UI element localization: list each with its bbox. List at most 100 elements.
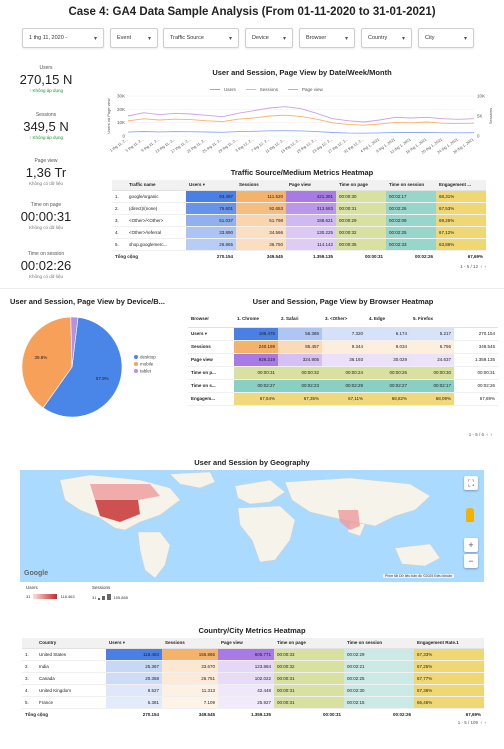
zoom-out-button[interactable]: − <box>464 554 478 568</box>
fullscreen-icon[interactable]: ⛶ <box>464 476 478 490</box>
section-divider <box>0 288 504 289</box>
pie-slice-tablet <box>70 316 79 368</box>
column-header[interactable]: Sessions <box>162 638 218 649</box>
filter-dropdown-1[interactable]: 1 thg 11, 2020 - ▾ <box>22 28 104 48</box>
column-header[interactable]: Time on page <box>274 638 344 649</box>
column-header[interactable]: Engagement Rate.1 <box>414 638 484 649</box>
table-cell: 5.217 <box>410 327 454 341</box>
scorecard-value: 270,15 N <box>19 72 73 87</box>
table-cell: Time on s... <box>188 379 234 393</box>
table-cell: 349.545 <box>454 340 498 354</box>
column-header[interactable]: Traffic name <box>126 180 186 191</box>
table-cell: 00:02:17 <box>386 190 436 203</box>
map-legend-sessions-label: Sessions <box>92 585 111 590</box>
map-landmass <box>234 479 286 505</box>
column-header[interactable]: Time on session <box>344 638 414 649</box>
column-header[interactable] <box>112 180 126 191</box>
table-cell: 00:00:24 <box>322 366 366 380</box>
browser-heatmap-pager[interactable]: 1 - 5 / 6 ‹ › <box>468 432 492 437</box>
table-cell: 1. <box>112 190 126 203</box>
filter-dropdown-5[interactable]: Browser ▾ <box>299 28 355 48</box>
table-cell: 33.890 <box>186 226 236 239</box>
table-row: Sessions 240.198 85.457 9.344 8.034 6.756 349.… <box>188 340 498 354</box>
table-cell: 111.520 <box>236 190 286 203</box>
column-header[interactable]: Users ▾ <box>186 180 236 191</box>
column-header[interactable]: 1. Chrome <box>234 311 278 328</box>
table-cell: shop.googlemerc... <box>126 238 186 251</box>
column-header[interactable]: Page view <box>286 180 336 191</box>
column-header[interactable]: Country <box>36 638 106 649</box>
column-header[interactable]: Time on page <box>336 180 386 191</box>
map-brand: Google <box>24 570 49 577</box>
scorecard: Users 270,15 N ↑ Không áp dụng <box>10 65 82 93</box>
table-cell: 926.219 <box>234 353 278 367</box>
filter-dropdown-2[interactable]: Event ▾ <box>110 28 158 48</box>
y-tick-label: 20K <box>117 107 125 112</box>
table-cell: 75.601 <box>186 202 236 215</box>
chevron-down-icon: ▾ <box>93 35 97 42</box>
filter-label: 1 thg 11, 2020 - <box>29 35 68 41</box>
table-row: Time on p... 00:00:31 00:00:32 00:00:24 00:0… <box>188 366 498 380</box>
column-header[interactable]: 3. <Other> <box>322 311 366 328</box>
column-header[interactable] <box>22 638 36 649</box>
total-cell: 00:00:31 <box>336 250 386 262</box>
y2-tick-label: 0 <box>477 134 480 139</box>
geo-map[interactable]: Google Phím tắt Dữ liệu bản đồ ©2025 Điề… <box>20 470 484 582</box>
scorecard-value: 1,36 Tr <box>25 165 67 180</box>
zoom-in-button[interactable]: + <box>464 538 478 552</box>
column-header[interactable]: 2. Safari <box>278 311 322 328</box>
table-cell: 68,82% <box>366 392 410 406</box>
column-header[interactable] <box>454 311 498 328</box>
table-cell: 67,25% <box>414 660 484 673</box>
map-landmass <box>169 471 216 489</box>
map-attribution[interactable]: Phím tắt Dữ liệu bản đồ ©2025 Điều khoản <box>383 574 454 578</box>
table-cell: 67,36% <box>414 684 484 697</box>
device-pie-chart: 57.9% 39.8% desktop mobile tablet <box>21 316 156 418</box>
table-cell: India <box>36 660 106 673</box>
column-header[interactable]: Browser <box>188 311 234 328</box>
map-region-india <box>338 510 360 530</box>
traffic-heatmap-pager[interactable]: 1 - 5 / 12 ‹ › <box>460 264 486 269</box>
y2-tick-label: 5K <box>477 114 483 119</box>
column-header[interactable]: Time on session <box>386 180 436 191</box>
table-cell: 00:02:26 <box>454 379 498 393</box>
filter-dropdown-3[interactable]: Traffic Source ▾ <box>163 28 239 48</box>
table-cell: 93.497 <box>186 190 236 203</box>
total-cell: 00:02:26 <box>386 250 436 262</box>
table-cell: 3. <box>112 214 126 227</box>
table-cell: 00:00:31 <box>274 684 344 697</box>
table-cell: 36.750 <box>236 238 286 251</box>
filter-dropdown-4[interactable]: Device ▾ <box>245 28 293 48</box>
map-legend-users: 31 118.463 <box>26 594 75 599</box>
column-header[interactable]: Users ▾ <box>106 638 162 649</box>
table-row: Time on s... 00:02:27 00:02:23 00:02:29 00:0… <box>188 379 498 393</box>
table-cell: 155.865 <box>162 648 218 661</box>
world-map <box>59 471 441 579</box>
table-cell: 00:02:17 <box>410 379 454 393</box>
pie-legend-label: tablet <box>140 369 152 374</box>
pie-slice-mobile <box>21 316 73 409</box>
country-heatmap: Country Users ▾ Sessions Page view Time on p… <box>22 638 484 720</box>
table-row: 2. (direct)/(none) 75.601 92.653 313.683 00:0… <box>112 202 486 215</box>
column-header[interactable]: Page view <box>218 638 274 649</box>
filter-dropdown-6[interactable]: Country ▾ <box>361 28 412 48</box>
map-region-canada <box>90 484 160 500</box>
legend-dot <box>134 355 138 359</box>
table-cell: <Other>/<Other> <box>126 214 186 227</box>
table-cell: 26.751 <box>162 672 218 685</box>
browser-heatmap-title: User and Session, Page View by Browser H… <box>252 297 434 306</box>
scorecard-value: 349,5 N <box>23 119 69 134</box>
column-header[interactable]: 5. Firefox <box>410 311 454 328</box>
table-row: 4. United Kingdom 8.527 11.313 42.448 00:00:3… <box>22 684 484 697</box>
column-header[interactable]: Engagement ... <box>436 180 486 191</box>
column-header[interactable]: 4. Edge <box>366 311 410 328</box>
chevron-down-icon: ▾ <box>228 35 232 42</box>
table-cell: 00:02:27 <box>366 379 410 393</box>
table-cell: France <box>36 696 106 709</box>
column-header[interactable]: Sessions <box>236 180 286 191</box>
line-chart-legend: Users Sessions Page view <box>210 87 323 92</box>
filter-dropdown-7[interactable]: City ▾ <box>418 28 474 48</box>
total-cell: Tổng cộng <box>112 250 186 262</box>
country-heatmap-pager[interactable]: 1 - 5 / 109 ‹ › <box>457 720 486 725</box>
street-view-icon[interactable] <box>466 508 474 522</box>
